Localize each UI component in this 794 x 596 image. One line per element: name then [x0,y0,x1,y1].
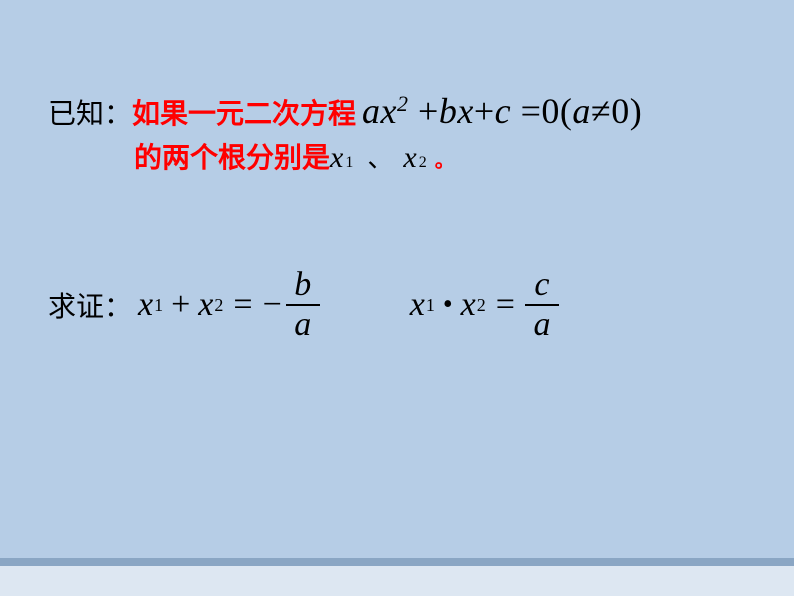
eq-eq: = [521,91,542,131]
prod-x1: x [410,286,425,324]
prod-eq: = [496,286,515,324]
root-sub2: 2 [419,154,427,172]
sum-x2: x [198,286,213,324]
roots-expression: x1 、 x2 [330,138,431,175]
sum-x1: x [138,286,153,324]
eq-neq: ≠ [591,91,611,131]
roots-separator: 、 [367,138,393,175]
eq-x2: x [457,91,473,131]
period-red: 。 [435,144,455,173]
eq-sq: 2 [397,91,409,116]
sum-fraction: b a [286,266,320,344]
prod-num: c [528,266,555,304]
given-line-2: 的两个根分别是 x1 、 x2 。 [134,136,754,176]
given-red-text-1: 如果一元二次方程 [132,92,356,132]
slide: 已知： 如果一元二次方程 ax2 +bx+c =0(a≠0) 的两个根分别是 x… [0,0,794,596]
eq-a: a [362,91,381,131]
sum-s2: 2 [214,295,223,316]
eq-plus1: + [418,91,439,131]
quadratic-equation: ax2 +bx+c =0(a≠0) [362,90,642,132]
sum-plus: + [171,286,190,324]
eq-lpar: ( [560,91,573,131]
prod-fraction: c a [525,266,559,344]
sum-eq: = [233,286,252,324]
content-area: 已知： 如果一元二次方程 ax2 +bx+c =0(a≠0) 的两个根分别是 x… [0,0,794,558]
prod-dot: • [443,289,453,321]
eq-plus2: + [474,91,495,131]
product-formula: x1 • x2 = c a [410,266,559,344]
prove-section: 求证： x1 + x2 = − b a x1 • [48,266,754,344]
prod-s2: 2 [477,295,486,316]
root-sub1: 1 [345,154,353,172]
given-red-text-2: 的两个根分别是 [134,136,330,176]
eq-zero2: 0 [611,91,630,131]
eq-c: c [495,91,511,131]
bottom-strip [0,566,794,596]
prod-s1: 1 [426,295,435,316]
sum-s1: 1 [154,295,163,316]
sum-neg: − [263,286,282,324]
prod-x2: x [461,286,476,324]
prove-label: 求证： [48,285,132,325]
eq-x1: x [381,91,397,131]
root-x2: x [403,141,416,175]
given-label: 已知： [48,92,132,132]
formula-row: x1 + x2 = − b a x1 • x2 = [138,266,559,344]
root-x1: x [330,141,343,175]
given-line-1: 已知： 如果一元二次方程 ax2 +bx+c =0(a≠0) [48,90,754,132]
sum-num: b [288,266,317,304]
sum-den: a [288,306,317,344]
prod-den: a [527,306,556,344]
sum-formula: x1 + x2 = − b a [138,266,320,344]
eq-b: b [439,91,458,131]
eq-rpar: ) [630,91,643,131]
bottom-border [0,558,794,566]
eq-a2: a [572,91,591,131]
eq-zero: 0 [541,91,560,131]
